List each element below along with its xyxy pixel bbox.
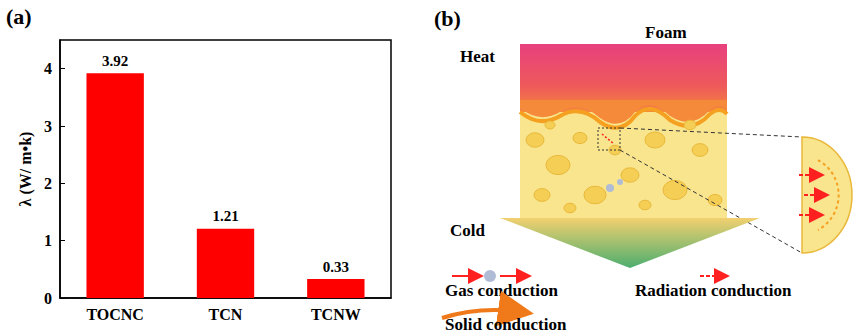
svg-text:TCNW: TCNW: [311, 306, 361, 323]
svg-text:Radiation conduction: Radiation conduction: [635, 281, 792, 300]
svg-text:0.33: 0.33: [323, 259, 349, 275]
svg-text:TCN: TCN: [209, 306, 243, 323]
svg-text:Solid conduction: Solid conduction: [445, 315, 567, 334]
svg-text:(b): (b): [434, 6, 461, 31]
svg-text:4: 4: [44, 60, 52, 77]
svg-text:3: 3: [44, 118, 52, 135]
svg-text:0: 0: [44, 290, 52, 307]
svg-text:Cold: Cold: [450, 221, 486, 240]
svg-text:Heat: Heat: [460, 47, 495, 66]
svg-text:TOCNC: TOCNC: [86, 306, 144, 323]
svg-text:λ (W/ m•k): λ (W/ m•k): [17, 132, 35, 207]
svg-text:2: 2: [44, 175, 52, 192]
html-text:(a): (a): [6, 4, 32, 29]
svg-text:3.92: 3.92: [102, 53, 128, 69]
svg-text:Foam: Foam: [645, 23, 687, 42]
svg-text:1: 1: [44, 232, 52, 249]
svg-text:1.21: 1.21: [212, 208, 238, 224]
svg-text:Gas conduction: Gas conduction: [445, 281, 558, 300]
